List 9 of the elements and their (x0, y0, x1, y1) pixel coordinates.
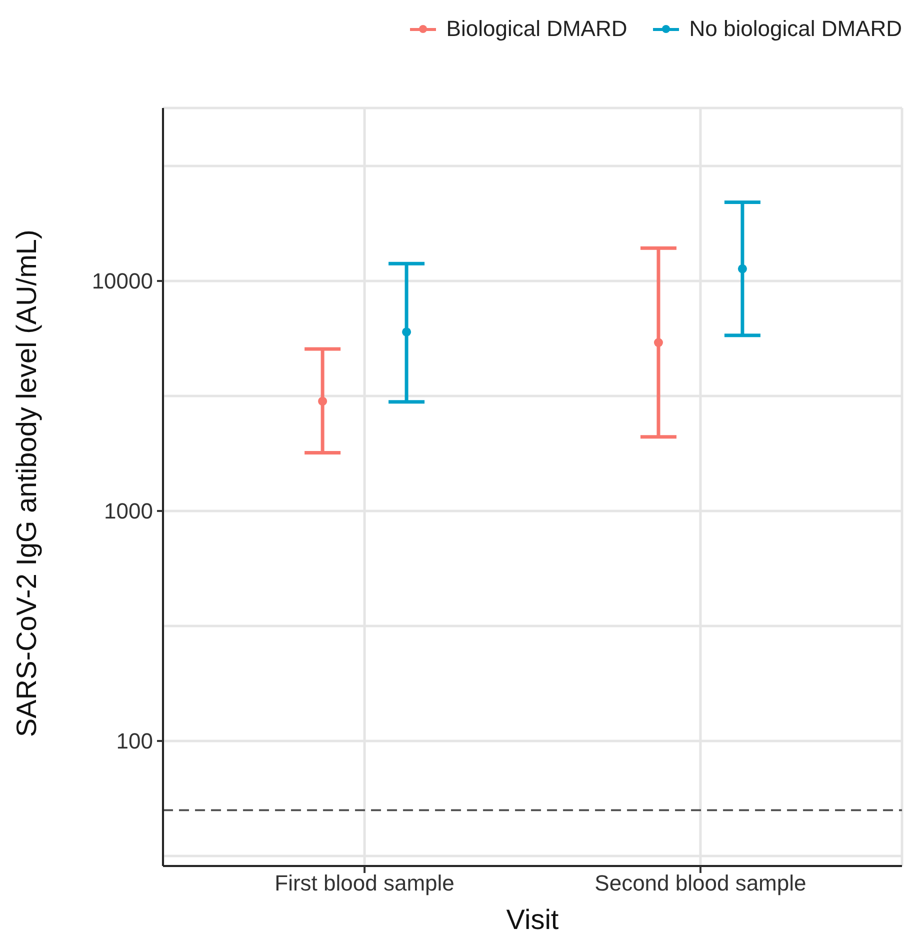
y-tick-label: 1000 (104, 498, 153, 524)
x-tick-label: First blood sample (274, 870, 454, 896)
legend-label: Biological DMARD (446, 16, 628, 42)
x-tick-label: Second blood sample (594, 870, 806, 896)
y-tick-label: 10000 (92, 268, 153, 294)
legend-label: No biological DMARD (689, 16, 902, 42)
y-axis-title: SARS-CoV-2 IgG antibody level (AU/mL) (10, 230, 42, 737)
y-tick-label: 100 (116, 728, 153, 754)
x-axis-title: Visit (506, 904, 559, 935)
